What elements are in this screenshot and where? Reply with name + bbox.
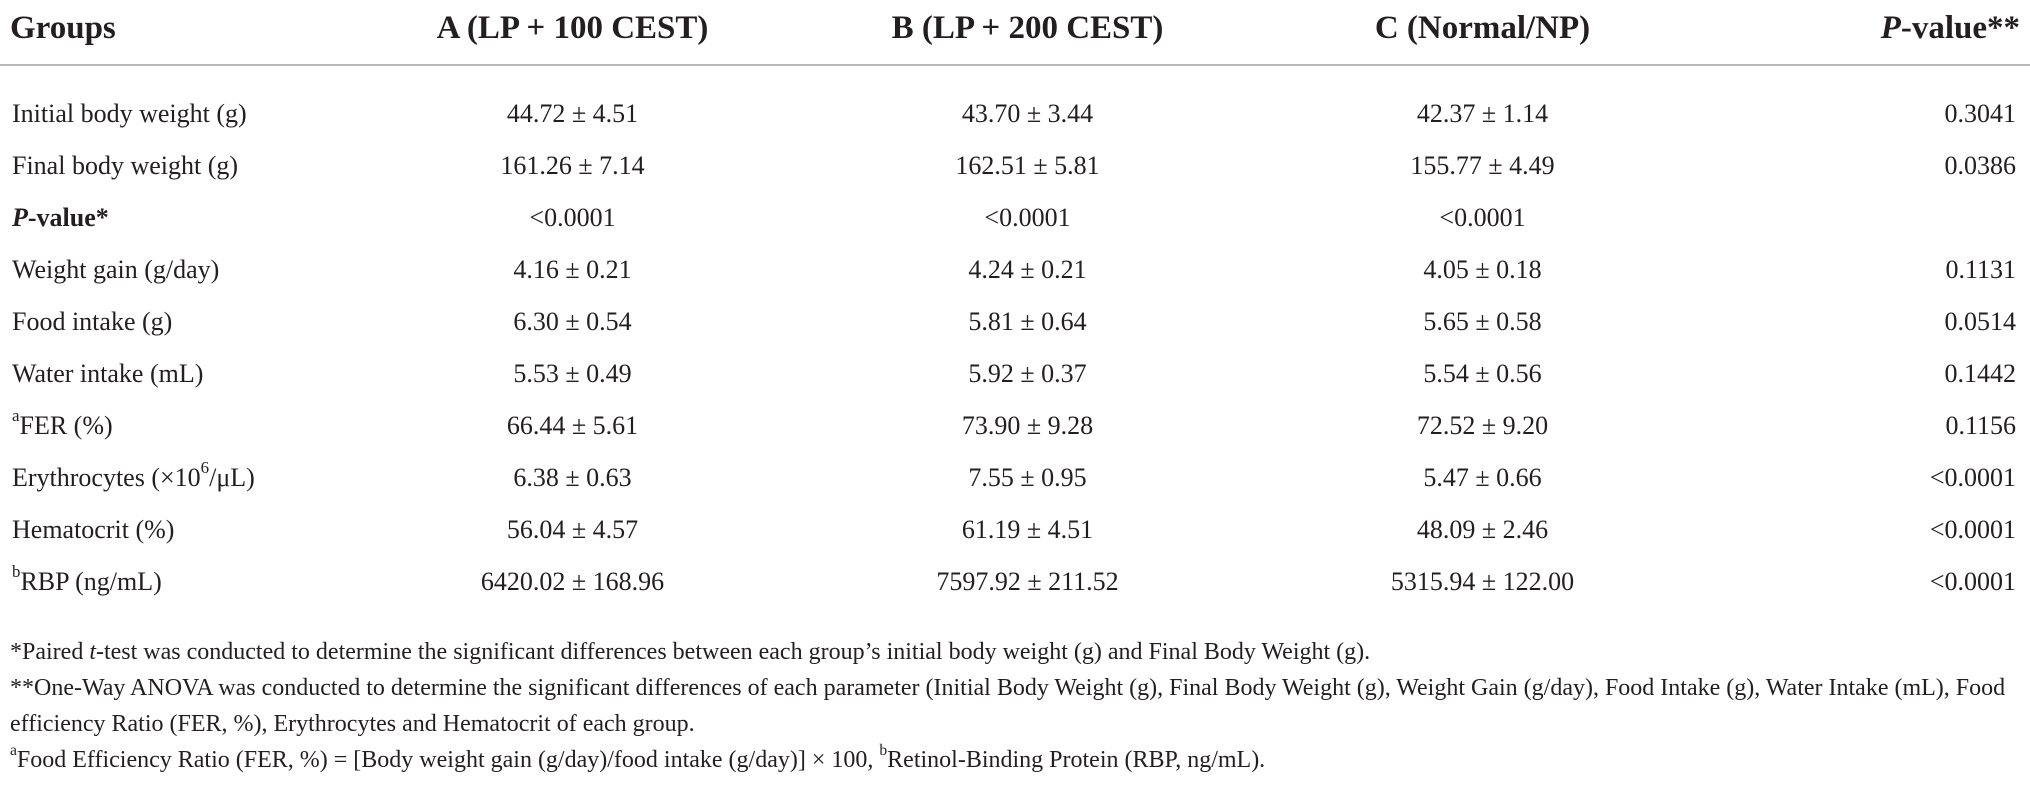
row-label: bRBP (ng/mL) — [12, 561, 162, 596]
table-row: Water intake (mL) 5.53 ± 0.49 5.92 ± 0.3… — [0, 348, 2030, 400]
header-group-c: C (Normal/NP) — [1374, 9, 1591, 46]
table-row: aFER (%) 66.44 ± 5.61 73.90 ± 9.28 72.52… — [0, 400, 2030, 452]
cell-p-value: <0.0001 — [1929, 515, 2016, 544]
table-row: Food intake (g) 6.30 ± 0.54 5.81 ± 0.64 … — [0, 296, 2030, 348]
cell-group-a: 4.16 ± 0.21 — [513, 255, 632, 284]
header-group-b: B (LP + 200 CEST) — [891, 9, 1164, 46]
cell-group-b: 4.24 ± 0.21 — [968, 255, 1087, 284]
cell-group-b: 5.81 ± 0.64 — [968, 307, 1087, 336]
cell-group-a: 161.26 ± 7.14 — [500, 151, 645, 180]
cell-group-c: 48.09 ± 2.46 — [1416, 515, 1549, 544]
table-row: Erythrocytes (×106/μL) 6.38 ± 0.63 7.55 … — [0, 452, 2030, 504]
cell-group-c: 4.05 ± 0.18 — [1423, 255, 1542, 284]
cell-group-b: <0.0001 — [984, 203, 1071, 232]
cell-group-c: 42.37 ± 1.14 — [1416, 99, 1549, 128]
cell-group-a: 6.38 ± 0.63 — [513, 463, 632, 492]
cell-group-b: 73.90 ± 9.28 — [961, 411, 1094, 440]
row-label: Weight gain (g/day) — [12, 255, 220, 284]
cell-p-value: 0.0514 — [1944, 307, 2017, 336]
table-row: Weight gain (g/day) 4.16 ± 0.21 4.24 ± 0… — [0, 244, 2030, 296]
row-label: aFER (%) — [12, 405, 113, 440]
row-label: Erythrocytes (×106/μL) — [12, 457, 255, 492]
cell-group-c: 5.54 ± 0.56 — [1423, 359, 1542, 388]
cell-group-c: 5.47 ± 0.66 — [1423, 463, 1542, 492]
cell-group-b: 43.70 ± 3.44 — [961, 99, 1094, 128]
results-table: Groups A (LP + 100 CEST) B (LP + 200 CES… — [0, 0, 2030, 608]
cell-p-value: 0.1442 — [1944, 359, 2017, 388]
header-groups: Groups — [10, 9, 116, 46]
row-label: Food intake (g) — [12, 307, 173, 336]
cell-group-a: 5.53 ± 0.49 — [513, 359, 632, 388]
cell-group-b: 7597.92 ± 211.52 — [936, 567, 1119, 596]
cell-group-b: 5.92 ± 0.37 — [968, 359, 1087, 388]
row-label: Initial body weight (g) — [12, 99, 247, 128]
header-row: Groups A (LP + 100 CEST) B (LP + 200 CES… — [0, 0, 2030, 65]
cell-group-a: <0.0001 — [529, 203, 616, 232]
cell-p-value — [1710, 192, 2030, 244]
row-label: Water intake (mL) — [12, 359, 204, 388]
cell-group-a: 44.72 ± 4.51 — [506, 99, 639, 128]
cell-group-a: 6420.02 ± 168.96 — [480, 567, 665, 596]
cell-group-c: <0.0001 — [1439, 203, 1526, 232]
table-footnotes: *Paired t-test was conducted to determin… — [10, 634, 2020, 778]
table-row: bRBP (ng/mL) 6420.02 ± 168.96 7597.92 ± … — [0, 556, 2030, 608]
table-row: Final body weight (g) 161.26 ± 7.14 162.… — [0, 140, 2030, 192]
cell-p-value: 0.1131 — [1945, 255, 2016, 284]
table-row: Initial body weight (g) 44.72 ± 4.51 43.… — [0, 65, 2030, 140]
table-row: P-value* <0.0001 <0.0001 <0.0001 — [0, 192, 2030, 244]
cell-p-value: 0.3041 — [1944, 99, 2017, 128]
row-label: Hematocrit (%) — [12, 515, 175, 544]
cell-group-c: 72.52 ± 9.20 — [1416, 411, 1549, 440]
footnote-anova: **One-Way ANOVA was conducted to determi… — [10, 675, 2006, 737]
cell-group-b: 7.55 ± 0.95 — [968, 463, 1087, 492]
cell-p-value: <0.0001 — [1929, 463, 2016, 492]
table-row: Hematocrit (%) 56.04 ± 4.57 61.19 ± 4.51… — [0, 504, 2030, 556]
cell-p-value: <0.0001 — [1929, 567, 2016, 596]
cell-group-b: 61.19 ± 4.51 — [961, 515, 1094, 544]
header-p-value: P-value** — [1880, 9, 2020, 46]
cell-group-c: 5315.94 ± 122.00 — [1390, 567, 1575, 596]
cell-group-c: 5.65 ± 0.58 — [1423, 307, 1542, 336]
footnote-abbreviations: aFood Efficiency Ratio (FER, %) = [Body … — [10, 741, 1266, 773]
cell-group-a: 56.04 ± 4.57 — [506, 515, 639, 544]
cell-group-c: 155.77 ± 4.49 — [1410, 151, 1555, 180]
footnote-paired-t-test: *Paired t-test was conducted to determin… — [10, 639, 1371, 665]
row-label: Final body weight (g) — [12, 151, 239, 180]
header-group-a: A (LP + 100 CEST) — [436, 9, 709, 46]
cell-p-value: 0.0386 — [1944, 151, 2017, 180]
cell-group-a: 6.30 ± 0.54 — [513, 307, 632, 336]
cell-group-b: 162.51 ± 5.81 — [955, 151, 1100, 180]
row-label: P-value* — [12, 203, 109, 232]
cell-group-a: 66.44 ± 5.61 — [506, 411, 639, 440]
cell-p-value: 0.1156 — [1945, 411, 2016, 440]
